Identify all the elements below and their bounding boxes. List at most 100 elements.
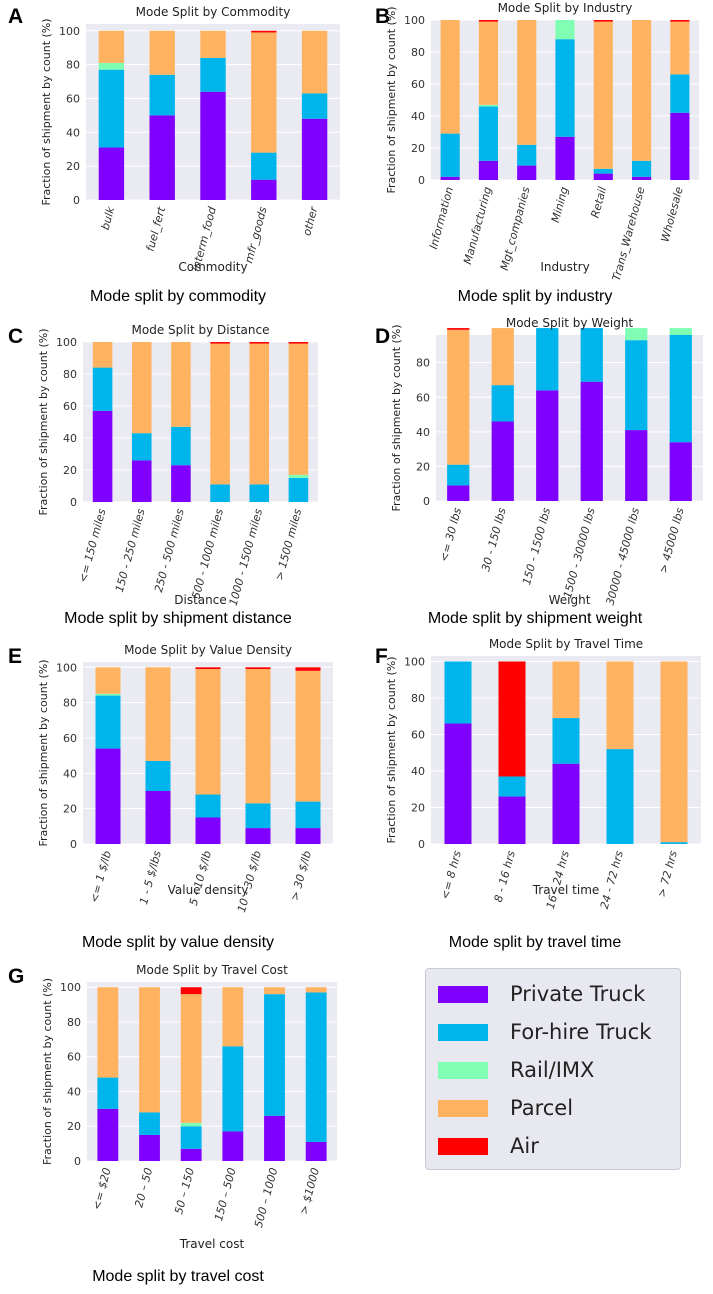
bar-segment: [200, 91, 226, 200]
bar-segment: [98, 62, 125, 70]
bar-segment: [491, 421, 514, 501]
y-tick-label: 100: [56, 336, 77, 349]
panel-letter: F: [375, 645, 388, 668]
y-tick-label: 0: [73, 194, 80, 207]
bar-segment: [517, 144, 537, 166]
chart-title: Mode Split by Commodity: [136, 5, 291, 19]
bar-segment: [149, 74, 175, 116]
bar-segment: [149, 115, 175, 200]
panel-letter: C: [8, 325, 23, 348]
bar-segment: [200, 57, 226, 92]
bar-segment: [171, 426, 191, 466]
bar-segment: [139, 1112, 160, 1135]
bar-segment: [295, 667, 321, 671]
x-tick-label: <= 30 lbs: [437, 506, 464, 563]
x-tick-label: > 30 $/lb: [288, 849, 314, 902]
y-tick-label: 40: [63, 767, 77, 780]
bar-segment: [498, 796, 526, 844]
bar-segment: [210, 343, 230, 485]
x-axis-label: Travel cost: [179, 1237, 245, 1251]
bar-segment: [669, 328, 692, 335]
x-axis-label: Weight: [549, 593, 591, 607]
caption-c: Mode split by shipment distance: [64, 610, 292, 627]
x-tick-label: Information: [427, 185, 456, 250]
bar-segment: [606, 749, 634, 844]
y-tick-label: 80: [67, 1016, 81, 1029]
bar-segment: [222, 1131, 244, 1161]
y-tick-label: 60: [411, 78, 425, 91]
bar-segment: [264, 987, 285, 995]
bar-segment: [98, 69, 125, 148]
bar-segment: [660, 842, 688, 844]
bar-segment: [288, 342, 309, 344]
bar-segment: [139, 987, 160, 1113]
bar-segment: [447, 464, 470, 486]
x-tick-label: mfr_goods: [242, 205, 270, 264]
bar-segment: [593, 20, 613, 22]
y-tick-label: 20: [67, 1120, 81, 1133]
y-tick-label: 40: [66, 126, 80, 139]
bar-segment: [593, 21, 613, 169]
x-tick-label: 16 - 24 hrs: [544, 849, 572, 910]
y-tick-label: 80: [411, 46, 425, 59]
bar-segment: [670, 20, 690, 22]
x-tick-label: bulk: [99, 205, 118, 232]
x-tick-label: fuel_fert: [144, 205, 169, 253]
bar-segment: [580, 381, 603, 501]
x-axis-label: Industry: [540, 260, 589, 274]
bar-segment: [210, 342, 230, 344]
bar-segment: [98, 30, 125, 63]
x-tick-label: 500 - 1000 miles: [189, 507, 226, 600]
bar-segment: [478, 104, 498, 107]
bar-segment: [180, 987, 202, 995]
x-tick-label: <= 8 hrs: [438, 849, 463, 901]
y-tick-label: 40: [416, 426, 430, 439]
y-tick-label: 100: [404, 14, 425, 27]
chart-e: E 0 20 40 60 80 100 <= 1 $/lb 1 - 5 $/lbs 5 - 10 …: [8, 643, 333, 914]
y-tick-label: 60: [411, 728, 425, 741]
caption-f: Mode split by travel time: [448, 934, 622, 951]
x-axis-label: Distance: [174, 593, 226, 607]
legend-label: Air: [510, 1134, 539, 1158]
bar-segment: [440, 176, 460, 180]
bar-segment: [447, 329, 470, 465]
y-tick-label: 100: [60, 981, 81, 994]
bar-segment: [180, 994, 202, 1123]
bar-segment: [478, 160, 498, 180]
bar-segment: [249, 343, 270, 485]
chart-g: G 0 20 40 60 80 100 <= $20 20 – 50 50 – 150 150 – …: [8, 963, 337, 1251]
x-tick-label: 150 - 250 miles: [113, 507, 148, 593]
bar-segment: [288, 478, 309, 502]
bar-segment: [447, 485, 470, 501]
bar-segment: [145, 760, 171, 791]
bar-segment: [131, 342, 152, 434]
legend-swatch: [438, 985, 488, 1003]
bar-segment: [305, 992, 327, 1142]
x-tick-label: 1 - 5 $/lbs: [137, 849, 164, 906]
bar-segment: [669, 442, 692, 501]
x-tick-label: Retail: [588, 185, 609, 219]
y-tick-label: 60: [63, 400, 77, 413]
x-tick-label: <= $20: [90, 1166, 114, 1211]
x-tick-label: 10 - 30 $/lb: [235, 849, 264, 913]
panel-letter: B: [375, 5, 390, 28]
panel-b: B 0 20 40 60 80 100 Information Manufacturing Mgt…: [357, 0, 713, 320]
x-axis-label: Travel time: [532, 883, 600, 897]
bar-segment: [305, 987, 327, 993]
x-axis-label: Value density: [168, 883, 249, 897]
y-tick-label: 80: [66, 59, 80, 72]
bar-segment: [245, 667, 271, 670]
chart-title: Mode Split by Industry: [498, 1, 633, 15]
y-axis-label: Fraction of shipment by count (%): [37, 659, 50, 846]
bar-segment: [305, 1141, 327, 1161]
bar-segment: [593, 173, 613, 180]
panel-g: G 0 20 40 60 80 100 <= $20 20 – 50 50 – 150 150 – …: [0, 960, 356, 1294]
bar-segment: [593, 168, 613, 174]
panel-e: E 0 20 40 60 80 100 <= 1 $/lb 1 - 5 $/lbs 5 - 10 …: [0, 640, 356, 960]
x-tick-label: Mining: [549, 185, 571, 224]
panel-letter: E: [8, 645, 22, 668]
caption-e: Mode split by value density: [81, 934, 275, 951]
bar-segment: [95, 748, 121, 844]
bar-segment: [670, 74, 690, 113]
bar-segment: [195, 669, 221, 795]
